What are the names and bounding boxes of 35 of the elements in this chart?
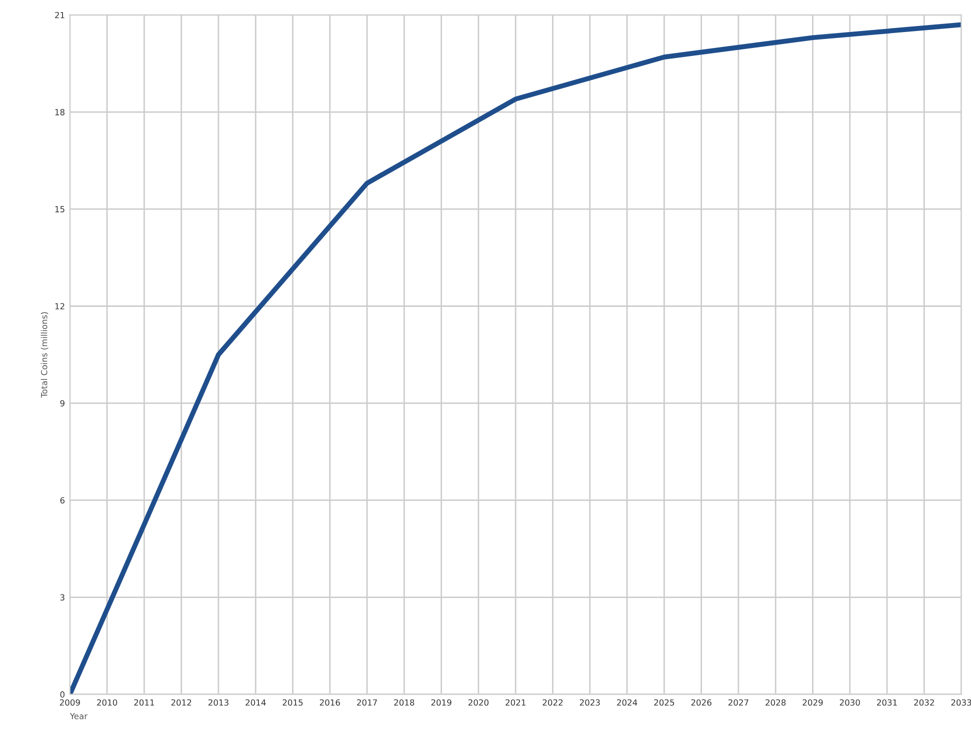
x-tick-label: 2030 [840,699,860,706]
x-tick-label: 2031 [877,699,897,706]
x-tick-label: 2026 [691,699,712,706]
x-tick-label: 2029 [802,699,823,706]
x-tick-label: 2016 [320,699,340,706]
x-tick-label: 2021 [506,699,526,706]
x-tick-label: 2033 [951,699,971,706]
x-tick-label: 2020 [468,699,489,706]
x-tick-label: 2012 [171,699,192,706]
x-tick-label: 2010 [97,699,118,706]
x-tick-label: 2027 [728,699,748,706]
x-axis-title: Year [70,713,88,720]
x-tick-label: 2022 [542,699,563,706]
y-tick-label: 3 [60,594,64,601]
x-tick-label: 2023 [580,699,600,706]
y-tick-label: 15 [55,206,64,212]
x-tick-label: 2009 [60,699,80,706]
y-tick-label: 9 [60,400,64,406]
y-tick-label: 0 [60,691,64,698]
y-tick-label: 12 [55,303,64,310]
x-tick-label: 2015 [282,699,303,706]
y-tick-label: 21 [55,12,64,18]
x-tick-label: 2011 [134,699,154,706]
y-axis-title: Total Coins (millions) [40,312,48,398]
y-tick-label: 6 [60,497,65,504]
x-tick-label: 2025 [654,699,674,706]
x-tick-label: 2014 [246,699,266,706]
x-tick-label: 2018 [394,699,414,706]
x-tick-label: 2017 [357,699,377,706]
x-tick-label: 2019 [431,699,452,706]
x-tick-label: 2024 [617,699,638,706]
x-tick-label: 2013 [208,699,228,706]
x-tick-label: 2032 [914,699,934,706]
x-tick-label: 2028 [766,699,786,706]
y-tick-label: 18 [55,109,64,116]
